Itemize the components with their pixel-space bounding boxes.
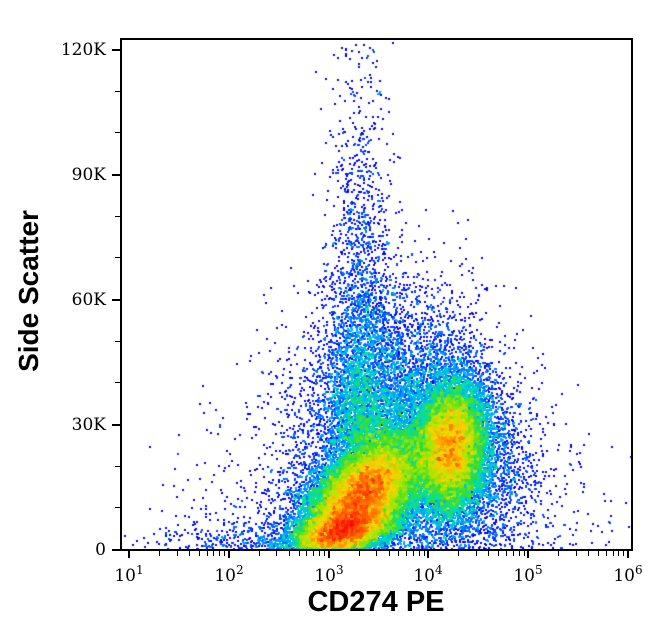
x-minor-tick — [424, 551, 425, 556]
x-minor-tick — [177, 551, 178, 556]
x-minor-tick — [259, 551, 260, 556]
x-minor-tick — [498, 551, 499, 556]
x-minor-tick — [207, 551, 208, 556]
x-tick-exponent: 3 — [336, 563, 344, 577]
x-major-tick — [627, 551, 629, 558]
x-minor-tick — [389, 551, 390, 556]
x-minor-tick — [598, 551, 599, 556]
x-minor-tick — [623, 551, 624, 556]
x-tick-label: 101 — [89, 560, 169, 586]
x-axis-title: CD274 PE — [307, 586, 445, 618]
y-minor-tick — [115, 507, 120, 508]
x-tick-exponent: 1 — [136, 563, 144, 577]
x-tick-base: 10 — [114, 566, 136, 586]
x-tick-label: 104 — [388, 560, 468, 586]
plot-frame — [120, 38, 633, 551]
x-minor-tick — [458, 551, 459, 556]
x-tick-label: 105 — [488, 560, 568, 586]
x-minor-tick — [488, 551, 489, 556]
x-minor-tick — [189, 551, 190, 556]
x-minor-tick — [324, 551, 325, 556]
x-major-tick — [128, 551, 130, 558]
x-tick-label: 103 — [289, 560, 369, 586]
y-major-tick — [112, 174, 120, 176]
x-minor-tick — [213, 551, 214, 556]
x-tick-base: 10 — [513, 566, 535, 586]
x-tick-label: 106 — [588, 560, 653, 586]
y-tick-label: 90K — [71, 165, 106, 185]
x-minor-tick — [359, 551, 360, 556]
x-major-tick — [328, 551, 330, 558]
x-minor-tick — [419, 551, 420, 556]
x-minor-tick — [524, 551, 525, 556]
y-minor-tick — [115, 216, 120, 217]
x-minor-tick — [319, 551, 320, 556]
x-minor-tick — [289, 551, 290, 556]
y-minor-tick — [115, 382, 120, 383]
x-tick-label: 102 — [189, 560, 269, 586]
x-minor-tick — [606, 551, 607, 556]
x-minor-tick — [199, 551, 200, 556]
x-minor-tick — [406, 551, 407, 556]
y-minor-tick — [115, 257, 120, 258]
x-minor-tick — [506, 551, 507, 556]
y-tick-label: 30K — [71, 415, 106, 435]
x-minor-tick — [159, 551, 160, 556]
x-tick-exponent: 6 — [635, 563, 643, 577]
x-tick-exponent: 4 — [435, 563, 443, 577]
x-major-tick — [527, 551, 529, 558]
x-minor-tick — [276, 551, 277, 556]
y-major-tick — [112, 299, 120, 301]
x-tick-base: 10 — [613, 566, 635, 586]
y-minor-tick — [115, 466, 120, 467]
x-major-tick — [228, 551, 230, 558]
y-major-tick — [112, 549, 120, 551]
y-major-tick — [112, 49, 120, 51]
y-tick-label: 60K — [71, 290, 106, 310]
x-minor-tick — [306, 551, 307, 556]
x-tick-exponent: 2 — [236, 563, 244, 577]
density-scatter-canvas — [122, 40, 631, 549]
x-tick-exponent: 5 — [535, 563, 543, 577]
x-minor-tick — [613, 551, 614, 556]
x-major-tick — [427, 551, 429, 558]
x-minor-tick — [513, 551, 514, 556]
x-minor-tick — [299, 551, 300, 556]
x-tick-base: 10 — [314, 566, 336, 586]
x-minor-tick — [476, 551, 477, 556]
y-minor-tick — [115, 91, 120, 92]
y-tick-label: 0 — [95, 540, 106, 560]
x-minor-tick — [588, 551, 589, 556]
y-major-tick — [112, 424, 120, 426]
x-minor-tick — [219, 551, 220, 556]
x-minor-tick — [558, 551, 559, 556]
y-tick-label: 120K — [60, 40, 106, 60]
x-minor-tick — [576, 551, 577, 556]
x-tick-base: 10 — [214, 566, 236, 586]
x-minor-tick — [618, 551, 619, 556]
x-tick-base: 10 — [413, 566, 435, 586]
x-minor-tick — [519, 551, 520, 556]
y-minor-tick — [115, 341, 120, 342]
x-minor-tick — [376, 551, 377, 556]
x-minor-tick — [313, 551, 314, 556]
x-minor-tick — [224, 551, 225, 556]
y-minor-tick — [115, 132, 120, 133]
x-minor-tick — [413, 551, 414, 556]
x-minor-tick — [398, 551, 399, 556]
